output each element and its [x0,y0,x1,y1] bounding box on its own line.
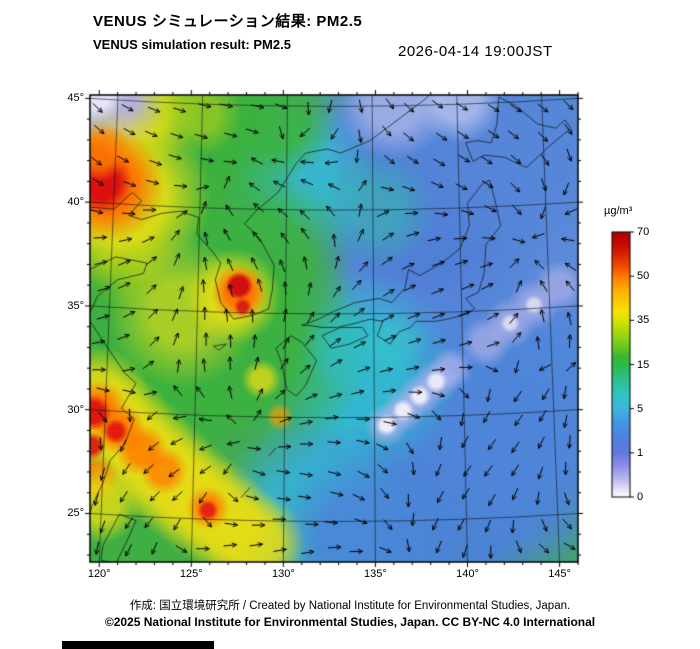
colorbar-tick-label: 5 [637,402,644,415]
colorbar-tick-label: 15 [637,358,650,371]
colorbar-tick-label: 70 [637,226,650,238]
lat-label: 40° [67,196,84,209]
footer-credit: 作成: 国立環境研究所 / Created by National Instit… [129,600,571,612]
colorbar-unit-label: µg/m³ [604,205,633,217]
colorbar-tick-label: 50 [637,270,650,283]
lon-label: 130° [271,568,295,580]
lat-label: 35° [67,299,84,312]
footer-license: ©2025 National Institute for Environment… [104,615,596,629]
lon-label: 145° [548,568,571,580]
lat-label: 45° [67,92,84,105]
timestamp: 2026-04-14 19:00JST [398,43,553,60]
bottom-black-bar [62,641,214,649]
lat-label: 25° [67,507,84,520]
colorbar-tick-label: 0 [637,491,644,503]
lon-label: 140° [456,568,479,580]
lon-label: 135° [364,568,387,580]
colorbar-tick-label: 35 [637,314,650,327]
lat-label: 30° [67,403,84,416]
title-japanese: VENUS シミュレーション結果: PM2.5 [93,13,363,30]
colorbar-tick-label: 1 [637,446,644,459]
title-english: VENUS simulation result: PM2.5 [93,37,291,52]
lon-label: 120° [87,568,111,580]
lon-label: 125° [179,568,203,580]
